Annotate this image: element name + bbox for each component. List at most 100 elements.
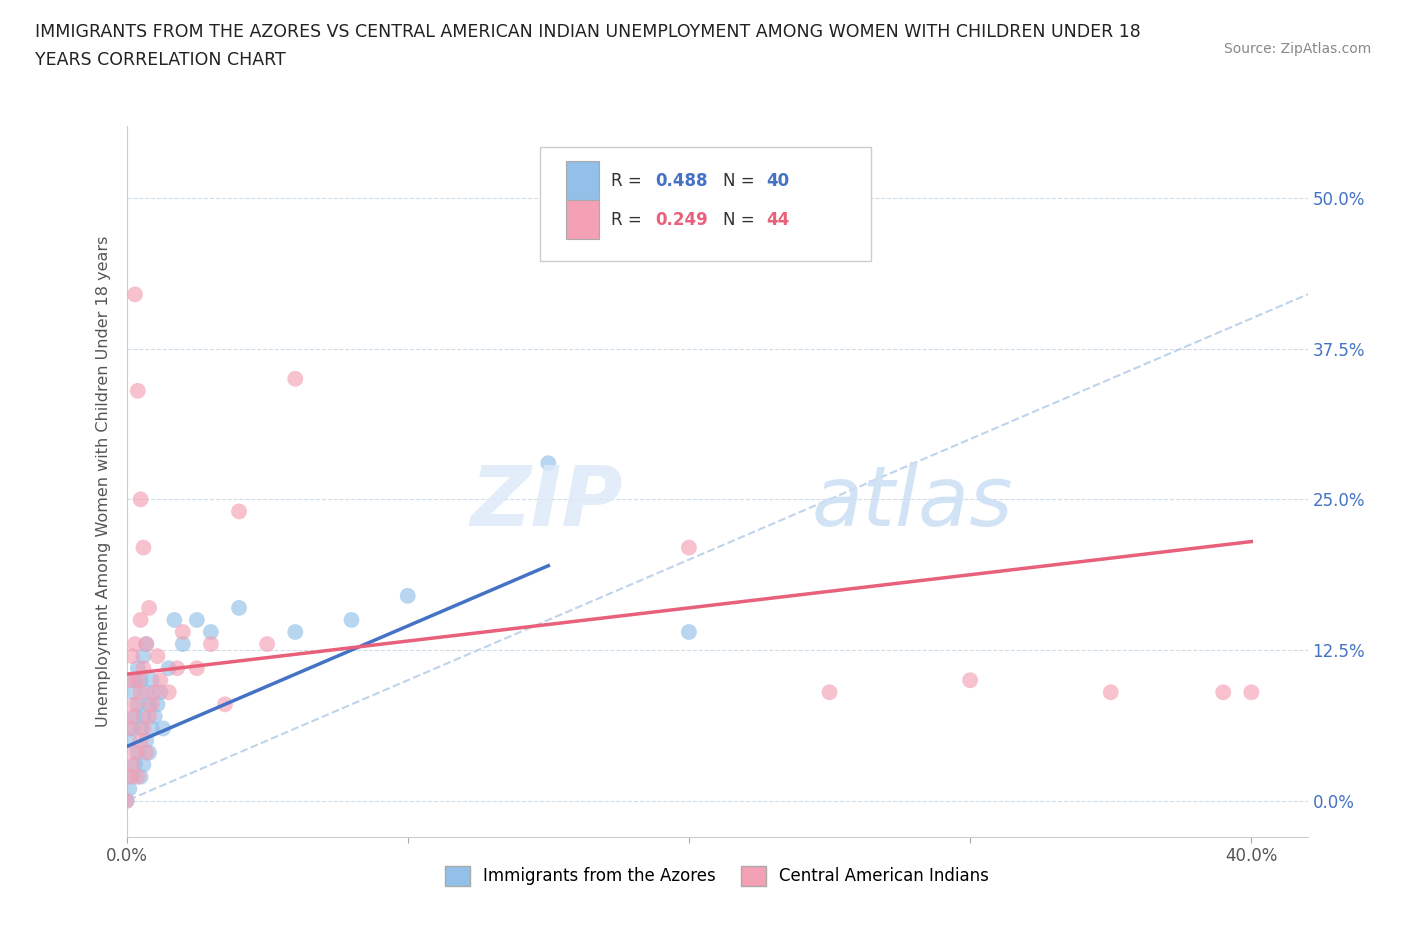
Point (143, 684, 166, 699)
Point (129, 769, 152, 784)
Point (678, 540, 700, 555)
Point (121, 769, 143, 784)
Point (135, 684, 157, 699)
Point (121, 721, 143, 736)
Point (256, 637, 278, 652)
Point (157, 684, 180, 699)
Point (214, 697, 236, 711)
Point (127, 672, 149, 687)
Point (118, 781, 141, 796)
Text: 40: 40 (766, 172, 790, 190)
FancyBboxPatch shape (540, 147, 870, 260)
Point (118, 769, 141, 784)
Point (1240, 684, 1263, 699)
Point (115, 793, 138, 808)
Point (121, 709, 143, 724)
Text: IMMIGRANTS FROM THE AZORES VS CENTRAL AMERICAN INDIAN UNEMPLOYMENT AMONG WOMEN W: IMMIGRANTS FROM THE AZORES VS CENTRAL AM… (35, 23, 1140, 41)
Point (143, 709, 166, 724)
Point (132, 757, 155, 772)
Point (166, 660, 188, 675)
Point (396, 589, 419, 604)
Point (200, 637, 222, 652)
Point (124, 672, 146, 687)
Y-axis label: Unemployment Among Women with Children Under 18 years: Unemployment Among Women with Children U… (96, 235, 111, 727)
Point (1099, 684, 1122, 699)
Point (124, 745, 146, 760)
Point (127, 769, 149, 784)
Point (228, 601, 250, 616)
Text: N =: N = (723, 211, 759, 229)
Point (115, 793, 138, 808)
Point (129, 492, 152, 507)
Point (172, 637, 194, 652)
Point (118, 672, 141, 687)
Legend: Immigrants from the Azores, Central American Indians: Immigrants from the Azores, Central Amer… (439, 859, 995, 893)
Point (152, 721, 174, 736)
Text: ZIP: ZIP (470, 462, 623, 543)
Point (1212, 684, 1234, 699)
Point (141, 697, 163, 711)
Point (340, 613, 363, 628)
Point (149, 672, 172, 687)
Point (163, 613, 186, 628)
Point (118, 721, 141, 736)
Point (138, 697, 160, 711)
Point (132, 660, 155, 675)
Point (129, 721, 152, 736)
Point (157, 660, 180, 675)
Point (135, 637, 157, 652)
Point (129, 733, 152, 748)
Point (146, 697, 169, 711)
Point (132, 721, 155, 736)
Point (127, 660, 149, 675)
Text: 44: 44 (766, 211, 790, 229)
Point (186, 613, 208, 628)
Point (129, 684, 152, 699)
Point (124, 697, 146, 711)
Point (132, 709, 155, 724)
Point (284, 625, 307, 640)
Point (129, 613, 152, 628)
Bar (565, 200, 599, 239)
Point (124, 709, 146, 724)
Point (186, 660, 208, 675)
Point (127, 383, 149, 398)
Text: 0.488: 0.488 (655, 172, 709, 190)
Point (127, 697, 149, 711)
Point (135, 745, 157, 760)
Point (228, 504, 250, 519)
Point (678, 625, 700, 640)
Text: Source: ZipAtlas.com: Source: ZipAtlas.com (1223, 42, 1371, 56)
Point (959, 672, 981, 687)
Point (141, 672, 163, 687)
Point (132, 540, 155, 555)
Point (818, 684, 841, 699)
Point (121, 757, 143, 772)
Point (127, 745, 149, 760)
Point (149, 684, 172, 699)
Text: R =: R = (610, 172, 647, 190)
Text: 0.249: 0.249 (655, 211, 709, 229)
Point (121, 649, 143, 664)
Text: R =: R = (610, 211, 647, 229)
Text: N =: N = (723, 172, 759, 190)
Point (138, 709, 160, 724)
Point (124, 637, 146, 652)
Point (135, 637, 157, 652)
Point (124, 757, 146, 772)
Point (132, 649, 155, 664)
Point (118, 733, 141, 748)
Point (146, 649, 169, 664)
Point (172, 625, 194, 640)
Point (135, 733, 157, 748)
Point (138, 745, 160, 760)
Point (121, 684, 143, 699)
Point (129, 672, 152, 687)
Point (138, 601, 160, 616)
Point (141, 721, 163, 736)
Point (124, 287, 146, 302)
Point (284, 371, 307, 386)
Point (537, 456, 560, 471)
Bar (565, 161, 599, 200)
Text: atlas: atlas (811, 462, 1014, 543)
